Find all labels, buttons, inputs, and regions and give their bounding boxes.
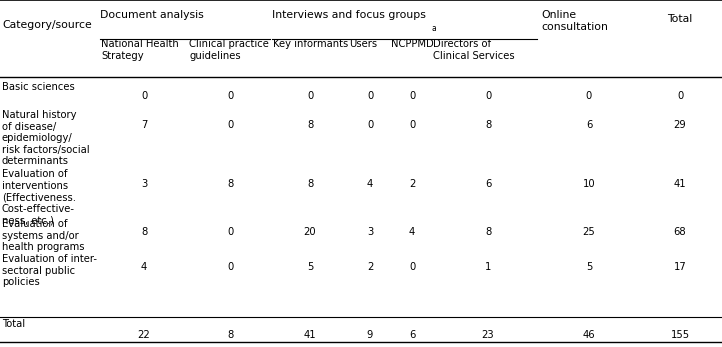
Text: 0: 0	[485, 91, 491, 101]
Text: 6: 6	[484, 179, 491, 189]
Text: 2: 2	[409, 179, 415, 189]
Text: Category/source: Category/source	[2, 20, 92, 30]
Text: 8: 8	[307, 179, 313, 189]
Text: Key informants: Key informants	[273, 39, 348, 49]
Text: Evaluation of
systems and/or
health programs: Evaluation of systems and/or health prog…	[2, 219, 84, 252]
Text: 4: 4	[409, 227, 415, 237]
Text: 17: 17	[674, 262, 687, 272]
Text: Evaluation of inter-
sectoral public
policies: Evaluation of inter- sectoral public pol…	[2, 254, 97, 287]
Text: 8: 8	[141, 227, 147, 237]
Text: Online
consultation: Online consultation	[541, 10, 608, 32]
Text: Interviews and focus groups: Interviews and focus groups	[272, 10, 426, 20]
Text: 0: 0	[367, 120, 373, 130]
Text: 22: 22	[138, 330, 150, 340]
Text: 155: 155	[671, 330, 690, 340]
Text: 3: 3	[367, 227, 373, 237]
Text: 5: 5	[586, 262, 592, 272]
Text: 10: 10	[583, 179, 596, 189]
Text: 68: 68	[674, 227, 687, 237]
Text: Evaluation of
interventions
(Effectiveness.
Cost-effective-
ness, etc.): Evaluation of interventions (Effectivene…	[2, 169, 76, 226]
Text: 5: 5	[307, 262, 313, 272]
Text: 23: 23	[482, 330, 495, 340]
Text: 1: 1	[484, 262, 491, 272]
Text: 0: 0	[141, 91, 147, 101]
Text: Users: Users	[349, 39, 377, 49]
Text: 3: 3	[141, 179, 147, 189]
Text: 29: 29	[674, 120, 687, 130]
Text: Document analysis: Document analysis	[100, 10, 204, 20]
Text: 8: 8	[485, 120, 491, 130]
Text: Directors of
Clinical Services: Directors of Clinical Services	[433, 39, 515, 61]
Text: 41: 41	[674, 179, 687, 189]
Text: National Health
Strategy: National Health Strategy	[101, 39, 179, 61]
Text: 4: 4	[141, 262, 147, 272]
Text: 4: 4	[367, 179, 373, 189]
Text: 8: 8	[485, 227, 491, 237]
Text: 0: 0	[409, 91, 415, 101]
Text: 0: 0	[307, 91, 313, 101]
Text: 0: 0	[677, 91, 683, 101]
Text: 0: 0	[227, 262, 233, 272]
Text: Natural history
of disease/
epidemiology/
risk factors/social
determinants: Natural history of disease/ epidemiology…	[2, 110, 90, 167]
Text: 7: 7	[141, 120, 147, 130]
Text: 8: 8	[307, 120, 313, 130]
Text: 9: 9	[367, 330, 373, 340]
Text: 2: 2	[367, 262, 373, 272]
Text: 0: 0	[586, 91, 592, 101]
Text: 8: 8	[227, 330, 233, 340]
Text: 25: 25	[583, 227, 596, 237]
Text: 6: 6	[409, 330, 415, 340]
Text: 46: 46	[583, 330, 596, 340]
Text: NCPPMD: NCPPMD	[391, 39, 434, 49]
Text: 0: 0	[367, 91, 373, 101]
Text: 0: 0	[227, 120, 233, 130]
Text: Total: Total	[2, 319, 25, 329]
Text: 0: 0	[227, 227, 233, 237]
Text: 20: 20	[304, 227, 316, 237]
Text: 0: 0	[409, 262, 415, 272]
Text: Clinical practice
guidelines: Clinical practice guidelines	[189, 39, 269, 61]
Text: a: a	[431, 24, 436, 33]
Text: 0: 0	[227, 91, 233, 101]
Text: Basic sciences: Basic sciences	[2, 82, 75, 92]
Text: 41: 41	[304, 330, 316, 340]
Text: 6: 6	[586, 120, 592, 130]
Text: 0: 0	[409, 120, 415, 130]
Text: Total: Total	[667, 14, 692, 24]
Text: 8: 8	[227, 179, 233, 189]
